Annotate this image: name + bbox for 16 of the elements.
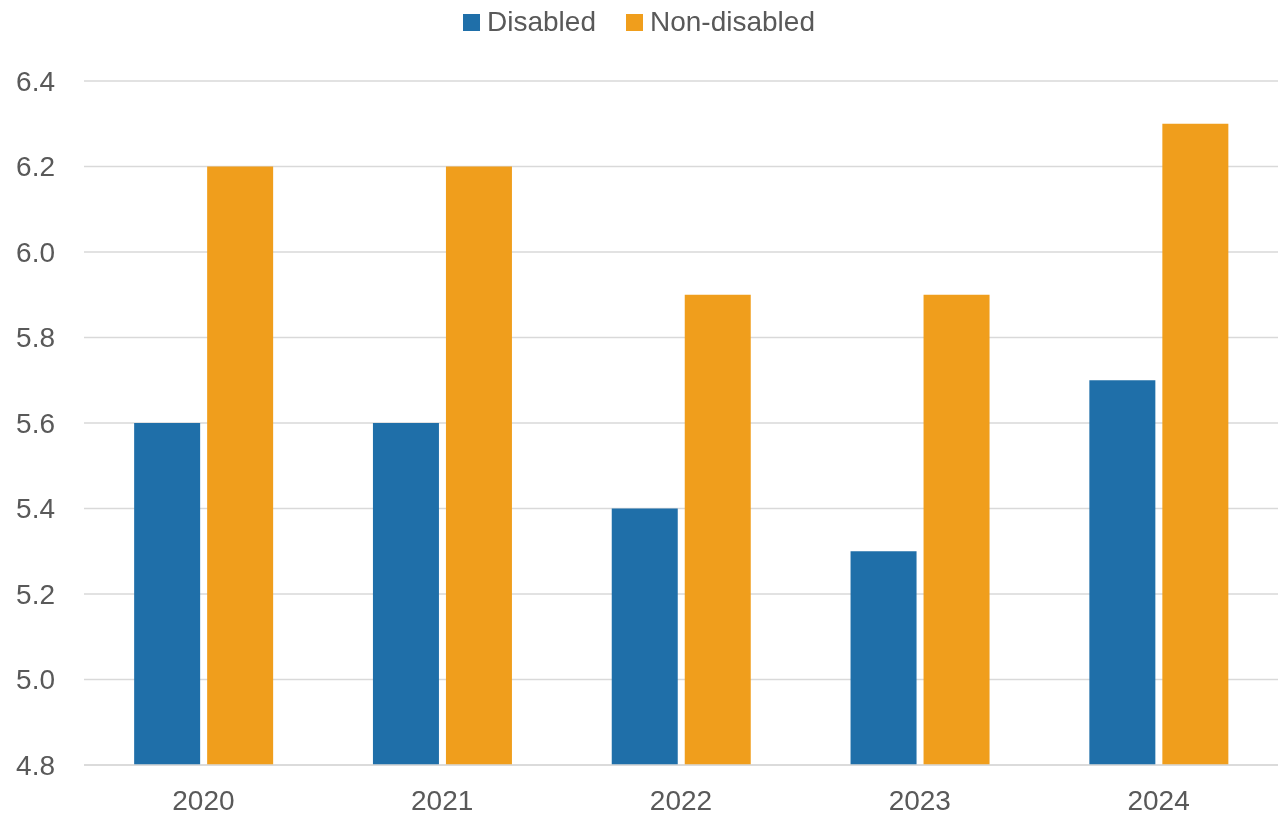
- y-tick-label: 6.4: [16, 65, 55, 97]
- x-tick-label: 2024: [1127, 784, 1190, 816]
- y-tick-label: 5.6: [16, 407, 55, 439]
- y-tick-label: 6.2: [16, 151, 55, 183]
- y-tick-label: 5.4: [16, 493, 55, 525]
- x-tick-label: 2021: [411, 784, 474, 816]
- legend-label: Disabled: [487, 6, 596, 38]
- x-tick-label: 2022: [649, 784, 713, 816]
- y-tick-label: 4.8: [16, 749, 55, 781]
- x-tick-label: 2020: [172, 784, 235, 816]
- y-tick-label: 6.0: [16, 236, 55, 268]
- legend-label: Non-disabled: [649, 6, 815, 38]
- y-tick-label: 5.8: [16, 322, 55, 354]
- y-tick-label: 5.2: [16, 578, 55, 610]
- y-tick-label: 5.0: [16, 664, 55, 696]
- x-tick-label: 2023: [888, 784, 951, 816]
